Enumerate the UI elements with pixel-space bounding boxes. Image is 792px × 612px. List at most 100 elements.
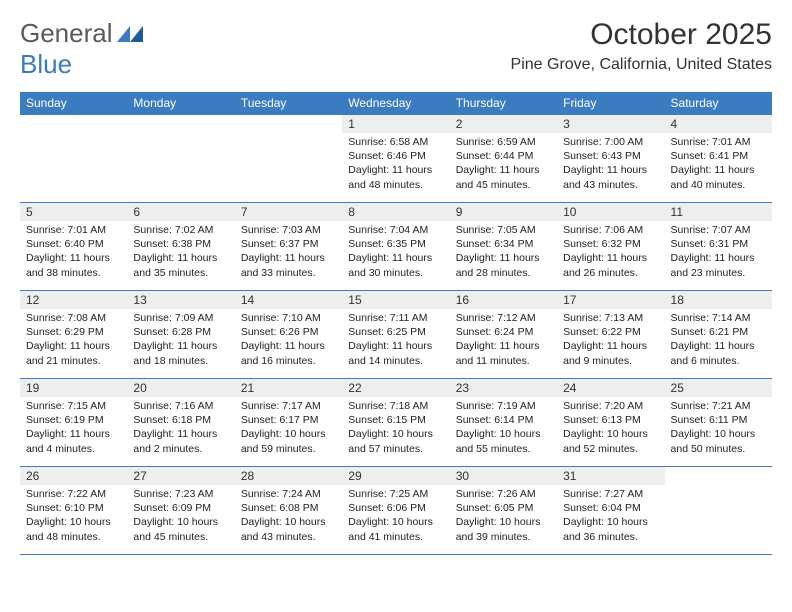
day-cell: 17Sunrise: 7:13 AMSunset: 6:22 PMDayligh… — [557, 291, 664, 379]
daylight-text: Daylight: 11 hours and 48 minutes. — [348, 163, 443, 191]
sunset-text: Sunset: 6:32 PM — [563, 237, 658, 251]
day-content: Sunrise: 7:18 AMSunset: 6:15 PMDaylight:… — [342, 397, 449, 460]
day-number — [20, 115, 127, 133]
day-content: Sunrise: 7:23 AMSunset: 6:09 PMDaylight:… — [127, 485, 234, 548]
day-content: Sunrise: 7:01 AMSunset: 6:40 PMDaylight:… — [20, 221, 127, 284]
daylight-text: Daylight: 10 hours and 57 minutes. — [348, 427, 443, 455]
daylight-text: Daylight: 11 hours and 30 minutes. — [348, 251, 443, 279]
sunset-text: Sunset: 6:17 PM — [241, 413, 336, 427]
daylight-text: Daylight: 10 hours and 36 minutes. — [563, 515, 658, 543]
day-number: 2 — [450, 115, 557, 133]
sunrise-text: Sunrise: 7:05 AM — [456, 223, 551, 237]
sunset-text: Sunset: 6:31 PM — [671, 237, 766, 251]
sunrise-text: Sunrise: 7:21 AM — [671, 399, 766, 413]
daylight-text: Daylight: 10 hours and 39 minutes. — [456, 515, 551, 543]
daylight-text: Daylight: 11 hours and 35 minutes. — [133, 251, 228, 279]
sunrise-text: Sunrise: 7:12 AM — [456, 311, 551, 325]
day-cell: 12Sunrise: 7:08 AMSunset: 6:29 PMDayligh… — [20, 291, 127, 379]
day-cell: 3Sunrise: 7:00 AMSunset: 6:43 PMDaylight… — [557, 115, 664, 203]
day-cell: 5Sunrise: 7:01 AMSunset: 6:40 PMDaylight… — [20, 203, 127, 291]
daylight-text: Daylight: 11 hours and 9 minutes. — [563, 339, 658, 367]
day-number: 9 — [450, 203, 557, 221]
logo-text-blue: Blue — [20, 49, 72, 79]
day-cell: 31Sunrise: 7:27 AMSunset: 6:04 PMDayligh… — [557, 467, 664, 555]
day-content: Sunrise: 7:10 AMSunset: 6:26 PMDaylight:… — [235, 309, 342, 372]
day-number: 5 — [20, 203, 127, 221]
day-number: 6 — [127, 203, 234, 221]
day-number: 27 — [127, 467, 234, 485]
sunrise-text: Sunrise: 7:24 AM — [241, 487, 336, 501]
sunset-text: Sunset: 6:06 PM — [348, 501, 443, 515]
day-cell: 4Sunrise: 7:01 AMSunset: 6:41 PMDaylight… — [665, 115, 772, 203]
day-content: Sunrise: 7:26 AMSunset: 6:05 PMDaylight:… — [450, 485, 557, 548]
sunrise-text: Sunrise: 7:00 AM — [563, 135, 658, 149]
daylight-text: Daylight: 11 hours and 14 minutes. — [348, 339, 443, 367]
sunset-text: Sunset: 6:15 PM — [348, 413, 443, 427]
sunrise-text: Sunrise: 6:59 AM — [456, 135, 551, 149]
daylight-text: Daylight: 10 hours and 52 minutes. — [563, 427, 658, 455]
sunrise-text: Sunrise: 7:09 AM — [133, 311, 228, 325]
sunset-text: Sunset: 6:09 PM — [133, 501, 228, 515]
week-row: 19Sunrise: 7:15 AMSunset: 6:19 PMDayligh… — [20, 379, 772, 467]
day-number: 26 — [20, 467, 127, 485]
day-number: 31 — [557, 467, 664, 485]
day-number: 15 — [342, 291, 449, 309]
day-cell — [127, 115, 234, 203]
day-content: Sunrise: 7:00 AMSunset: 6:43 PMDaylight:… — [557, 133, 664, 196]
day-header: Saturday — [665, 92, 772, 115]
day-number: 11 — [665, 203, 772, 221]
logo-triangle-icon — [117, 18, 143, 48]
day-cell: 15Sunrise: 7:11 AMSunset: 6:25 PMDayligh… — [342, 291, 449, 379]
day-cell: 25Sunrise: 7:21 AMSunset: 6:11 PMDayligh… — [665, 379, 772, 467]
day-number: 10 — [557, 203, 664, 221]
daylight-text: Daylight: 11 hours and 2 minutes. — [133, 427, 228, 455]
day-cell: 27Sunrise: 7:23 AMSunset: 6:09 PMDayligh… — [127, 467, 234, 555]
day-content: Sunrise: 7:03 AMSunset: 6:37 PMDaylight:… — [235, 221, 342, 284]
day-cell: 1Sunrise: 6:58 AMSunset: 6:46 PMDaylight… — [342, 115, 449, 203]
sunset-text: Sunset: 6:04 PM — [563, 501, 658, 515]
day-content: Sunrise: 7:13 AMSunset: 6:22 PMDaylight:… — [557, 309, 664, 372]
sunrise-text: Sunrise: 7:03 AM — [241, 223, 336, 237]
sunset-text: Sunset: 6:35 PM — [348, 237, 443, 251]
daylight-text: Daylight: 11 hours and 28 minutes. — [456, 251, 551, 279]
sunset-text: Sunset: 6:08 PM — [241, 501, 336, 515]
sunrise-text: Sunrise: 7:19 AM — [456, 399, 551, 413]
day-content: Sunrise: 7:19 AMSunset: 6:14 PMDaylight:… — [450, 397, 557, 460]
daylight-text: Daylight: 11 hours and 4 minutes. — [26, 427, 121, 455]
day-cell: 16Sunrise: 7:12 AMSunset: 6:24 PMDayligh… — [450, 291, 557, 379]
sunset-text: Sunset: 6:19 PM — [26, 413, 121, 427]
day-content: Sunrise: 7:15 AMSunset: 6:19 PMDaylight:… — [20, 397, 127, 460]
day-cell — [235, 115, 342, 203]
sunrise-text: Sunrise: 6:58 AM — [348, 135, 443, 149]
day-cell — [665, 467, 772, 555]
day-header: Sunday — [20, 92, 127, 115]
sunset-text: Sunset: 6:21 PM — [671, 325, 766, 339]
day-number: 3 — [557, 115, 664, 133]
day-cell: 18Sunrise: 7:14 AMSunset: 6:21 PMDayligh… — [665, 291, 772, 379]
daylight-text: Daylight: 11 hours and 26 minutes. — [563, 251, 658, 279]
daylight-text: Daylight: 11 hours and 11 minutes. — [456, 339, 551, 367]
day-cell: 13Sunrise: 7:09 AMSunset: 6:28 PMDayligh… — [127, 291, 234, 379]
day-content: Sunrise: 7:07 AMSunset: 6:31 PMDaylight:… — [665, 221, 772, 284]
day-number: 17 — [557, 291, 664, 309]
day-content: Sunrise: 7:14 AMSunset: 6:21 PMDaylight:… — [665, 309, 772, 372]
daylight-text: Daylight: 11 hours and 18 minutes. — [133, 339, 228, 367]
sunrise-text: Sunrise: 7:07 AM — [671, 223, 766, 237]
day-cell: 28Sunrise: 7:24 AMSunset: 6:08 PMDayligh… — [235, 467, 342, 555]
day-number: 8 — [342, 203, 449, 221]
header: General Blue October 2025 Pine Grove, Ca… — [0, 0, 792, 84]
day-number: 20 — [127, 379, 234, 397]
day-number — [665, 467, 772, 485]
daylight-text: Daylight: 11 hours and 45 minutes. — [456, 163, 551, 191]
week-row: 26Sunrise: 7:22 AMSunset: 6:10 PMDayligh… — [20, 467, 772, 555]
day-cell: 21Sunrise: 7:17 AMSunset: 6:17 PMDayligh… — [235, 379, 342, 467]
day-cell: 10Sunrise: 7:06 AMSunset: 6:32 PMDayligh… — [557, 203, 664, 291]
location-text: Pine Grove, California, United States — [511, 56, 772, 74]
day-content: Sunrise: 7:04 AMSunset: 6:35 PMDaylight:… — [342, 221, 449, 284]
day-cell: 20Sunrise: 7:16 AMSunset: 6:18 PMDayligh… — [127, 379, 234, 467]
day-content: Sunrise: 7:20 AMSunset: 6:13 PMDaylight:… — [557, 397, 664, 460]
day-number: 23 — [450, 379, 557, 397]
sunrise-text: Sunrise: 7:26 AM — [456, 487, 551, 501]
day-header: Friday — [557, 92, 664, 115]
sunset-text: Sunset: 6:11 PM — [671, 413, 766, 427]
